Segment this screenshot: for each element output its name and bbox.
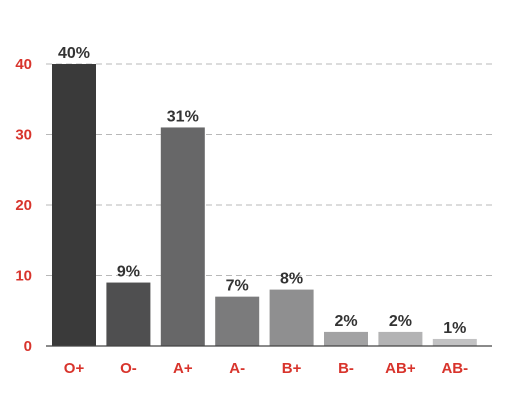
data-label-AB-: 1% bbox=[443, 320, 466, 337]
y-tick-label: 40 bbox=[15, 56, 32, 73]
bar-B- bbox=[324, 331, 368, 346]
data-label-A+: 31% bbox=[167, 108, 199, 125]
data-label-A-: 7% bbox=[226, 278, 249, 295]
bar-O+ bbox=[52, 64, 96, 346]
x-tick-label-AB-: AB- bbox=[441, 360, 468, 377]
y-tick-label: 30 bbox=[15, 127, 32, 144]
bar-AB+ bbox=[378, 331, 423, 346]
x-tick-label-O-: O- bbox=[120, 360, 137, 377]
data-labels-layer: 40% 9% 31% 7% 8% 2% 2% 1% bbox=[58, 45, 466, 337]
bar-A- bbox=[215, 296, 260, 346]
y-tick-label: 0 bbox=[24, 338, 32, 355]
bar-B+ bbox=[269, 289, 314, 346]
x-tick-label-B-: B- bbox=[338, 360, 354, 377]
bar-A+ bbox=[160, 127, 205, 346]
x-tick-label-A+: A+ bbox=[173, 360, 193, 377]
data-label-B-: 2% bbox=[334, 313, 357, 330]
x-axis-ticks: O+ O- A+ A- B+ B- AB+ AB- bbox=[64, 360, 468, 377]
y-tick-label: 10 bbox=[15, 268, 32, 285]
bar-O- bbox=[106, 282, 151, 346]
grid-layer bbox=[46, 63, 492, 276]
x-tick-label-AB+: AB+ bbox=[385, 360, 416, 377]
data-label-O+: 40% bbox=[58, 45, 90, 62]
x-tick-label-B+: B+ bbox=[282, 360, 302, 377]
data-label-O-: 9% bbox=[117, 264, 140, 281]
x-tick-label-O+: O+ bbox=[64, 360, 85, 377]
data-label-AB+: 2% bbox=[389, 313, 412, 330]
y-axis-ticks: 0 10 20 30 40 bbox=[15, 56, 32, 355]
data-label-B+: 8% bbox=[280, 271, 303, 288]
x-tick-label-A-: A- bbox=[229, 360, 245, 377]
y-tick-label: 20 bbox=[15, 197, 32, 214]
bar-AB- bbox=[432, 338, 477, 346]
bars-layer bbox=[52, 64, 477, 346]
